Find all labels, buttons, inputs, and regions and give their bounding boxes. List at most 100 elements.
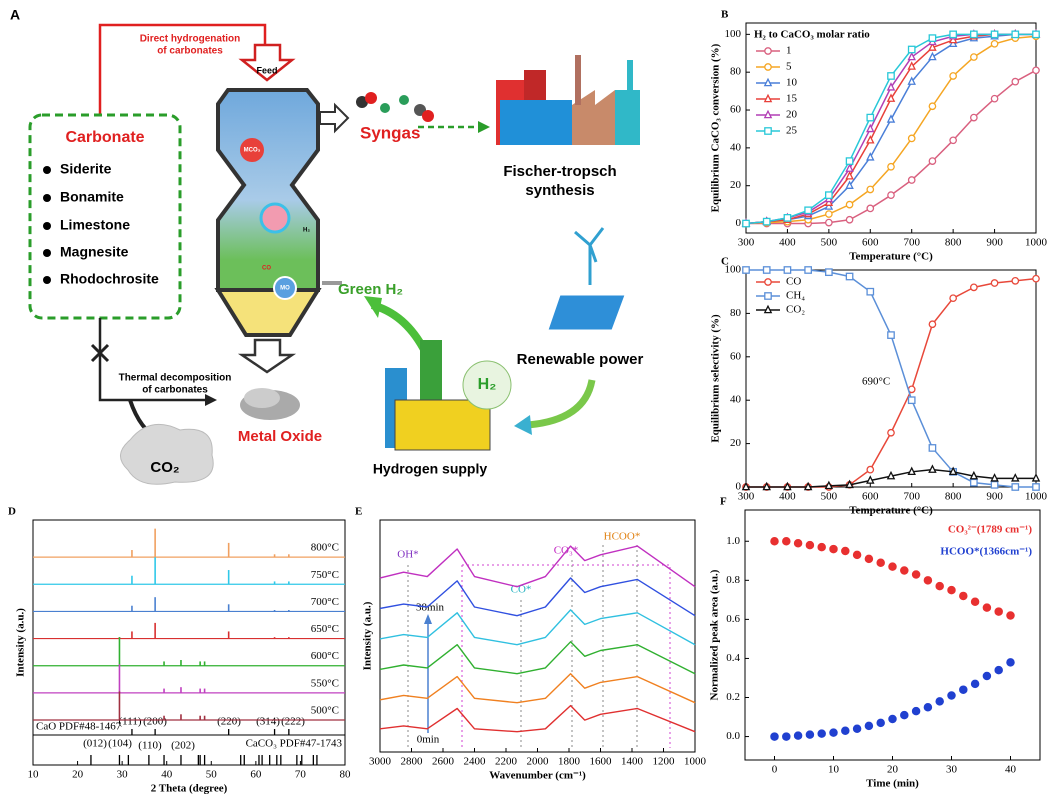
marker xyxy=(763,77,773,87)
trace-label: 700°C xyxy=(311,596,339,608)
green-h2: Green H₂ xyxy=(338,281,403,298)
marker xyxy=(923,703,933,712)
x-tick-label: 300 xyxy=(738,491,755,503)
marker xyxy=(1031,473,1041,482)
marker xyxy=(928,42,937,51)
bullet xyxy=(43,276,51,284)
x-tick-label: 2800 xyxy=(401,756,424,768)
marker xyxy=(764,63,772,71)
annotation: (110) xyxy=(138,740,162,752)
marker xyxy=(770,537,779,546)
outlet-arrow xyxy=(237,338,297,374)
y-tick-label: 0.2 xyxy=(726,691,740,703)
series-line xyxy=(379,609,696,646)
series-line xyxy=(379,673,696,704)
marker xyxy=(825,268,833,277)
charts: 690°C CaO PDF#48-1467 (111) (200) (220) … xyxy=(8,9,1048,795)
y-tick-label: 40 xyxy=(730,141,742,153)
marker xyxy=(845,272,854,281)
marker xyxy=(928,320,937,329)
marker xyxy=(852,724,862,734)
marker xyxy=(804,266,812,274)
legend-label: 15 xyxy=(786,93,798,105)
marker xyxy=(990,39,999,48)
x-tick-label: 70 xyxy=(295,769,307,781)
marker xyxy=(900,710,909,720)
marker xyxy=(948,466,958,476)
trace-label: 550°C xyxy=(311,677,339,689)
marker xyxy=(793,731,803,740)
wind-turbine xyxy=(574,227,605,285)
molecule xyxy=(399,95,409,105)
marker xyxy=(764,127,772,135)
marker xyxy=(928,157,937,165)
x-axis-label: Temperature (°C) xyxy=(849,251,933,263)
legend-title: H₂ to CaCO₃ molar ratio xyxy=(754,29,870,41)
renewable: Renewable power xyxy=(517,351,644,368)
marker xyxy=(763,304,773,314)
cross xyxy=(90,343,110,363)
marker xyxy=(762,266,771,274)
x-tick-label: 900 xyxy=(986,237,1003,249)
x-tick-label: 2400 xyxy=(464,756,487,768)
marker xyxy=(990,30,999,39)
molecule xyxy=(380,103,390,113)
x-tick-label: 30 xyxy=(117,769,129,781)
marker xyxy=(970,30,978,39)
marker xyxy=(935,697,944,706)
plot-frame xyxy=(745,22,1037,234)
marker xyxy=(947,691,956,700)
reactor xyxy=(216,88,320,292)
marker xyxy=(845,180,854,189)
molecule xyxy=(365,92,377,104)
marker xyxy=(866,204,875,213)
annotation: (314) xyxy=(256,716,280,728)
marker xyxy=(866,123,875,133)
carbonate-title: Carbonate xyxy=(65,129,144,146)
trace-label: 800°C xyxy=(311,542,339,554)
trace-label: 750°C xyxy=(311,569,339,581)
marker xyxy=(741,481,751,491)
x-tick-label: 1200 xyxy=(653,756,676,768)
marker xyxy=(845,200,854,209)
mco3: MCO₃ xyxy=(244,148,261,154)
y-axis-label: Intensity (a.u.) xyxy=(15,608,27,677)
marker xyxy=(866,287,875,296)
legend-label: CO xyxy=(786,276,801,288)
y-tick-label: 0.8 xyxy=(726,574,740,586)
marker xyxy=(888,714,897,724)
mo: MO xyxy=(280,286,290,292)
marker xyxy=(900,566,909,575)
marker xyxy=(845,163,854,172)
marker xyxy=(970,283,978,292)
marker xyxy=(886,470,896,480)
marker xyxy=(886,114,896,123)
y-tick-label: 0.0 xyxy=(726,730,740,742)
y-tick-label: 0 xyxy=(736,481,742,493)
x-tick-label: 1800 xyxy=(558,756,581,768)
annotation: 38min xyxy=(416,602,445,614)
y-tick-label: 60 xyxy=(730,104,742,116)
x-tick-label: 1000 xyxy=(1025,237,1048,249)
marker xyxy=(845,479,854,489)
y-tick-label: 100 xyxy=(725,28,742,40)
marker xyxy=(990,279,999,287)
panel-label: E xyxy=(355,506,362,518)
marker xyxy=(876,558,885,567)
legend-label: 5 xyxy=(786,61,792,73)
annotation: 690°C xyxy=(862,376,890,388)
hydrogen-supply: Hydrogen supply xyxy=(373,461,488,477)
x-tick-label: 80 xyxy=(340,769,352,781)
panel-label: C xyxy=(721,256,729,268)
series-line xyxy=(379,704,696,733)
marker xyxy=(907,466,916,476)
marker xyxy=(845,157,854,165)
marker xyxy=(970,113,978,122)
co2: CO₂ xyxy=(150,459,179,476)
marker xyxy=(817,729,826,738)
marker xyxy=(982,603,992,612)
chimney xyxy=(575,55,581,105)
annotation: HCOO* xyxy=(604,531,641,543)
marker xyxy=(829,728,838,737)
